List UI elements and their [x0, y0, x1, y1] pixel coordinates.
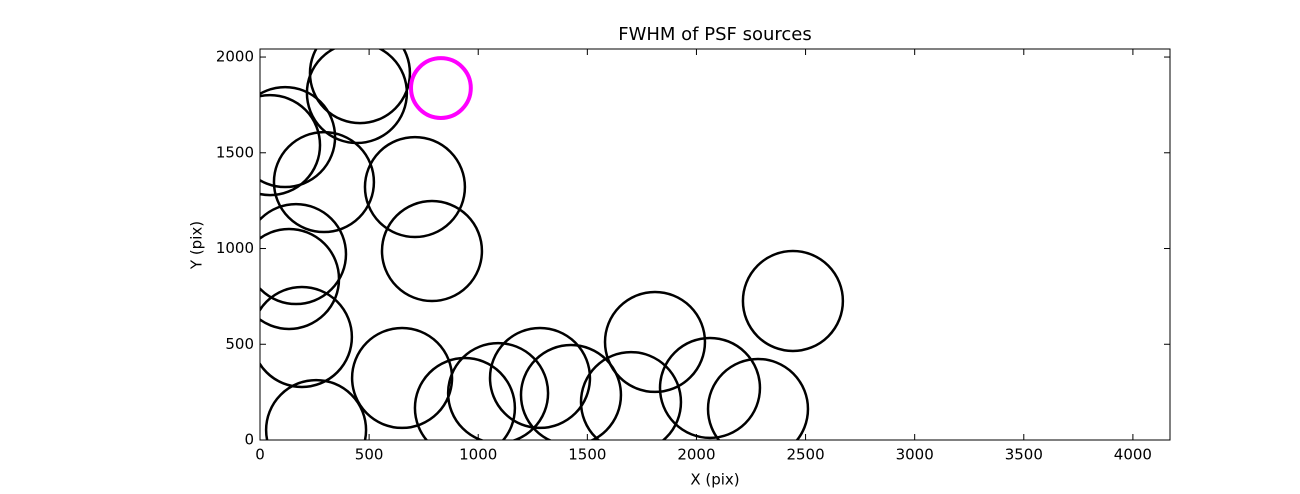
- x-axis-label: X (pix): [690, 471, 739, 489]
- source-circle: [363, 135, 467, 239]
- source-circle: [658, 336, 762, 440]
- source-circle: [741, 249, 845, 353]
- x-tick-label: 0: [255, 446, 265, 464]
- x-tick-label: 3500: [1005, 446, 1043, 464]
- source-circle: [260, 227, 341, 331]
- source-circle: [272, 130, 376, 234]
- x-tick-label: 1500: [568, 446, 606, 464]
- y-tick-label: 2000: [216, 48, 254, 66]
- plot-area: [260, 49, 845, 440]
- y-tick-label: 500: [225, 335, 254, 353]
- source-circle: [305, 49, 409, 145]
- x-tick-label: 500: [355, 446, 384, 464]
- source-circle: [260, 85, 337, 189]
- source-circle: [519, 343, 623, 440]
- x-tick-label: 3000: [896, 446, 934, 464]
- source-circle: [409, 56, 473, 120]
- source-circle: [260, 202, 348, 306]
- y-tick-label: 1500: [216, 143, 254, 161]
- x-tick-label: 1000: [459, 446, 497, 464]
- source-circle: [446, 341, 550, 440]
- source-circle: [706, 357, 810, 440]
- x-tick-label: 4000: [1114, 446, 1152, 464]
- source-circle: [413, 356, 517, 440]
- plot-frame: [259, 48, 1171, 441]
- y-axis-label: Y (pix): [188, 221, 206, 270]
- x-tick-label: 2000: [677, 446, 715, 464]
- source-circle: [488, 326, 592, 430]
- y-tick-label: 0: [244, 431, 254, 449]
- chart-title: FWHM of PSF sources: [618, 24, 812, 45]
- source-circle: [380, 199, 484, 303]
- source-circle: [264, 378, 368, 440]
- source-circle: [350, 326, 454, 430]
- source-circle: [579, 350, 683, 440]
- x-tick-label: 2500: [786, 446, 824, 464]
- source-circle: [603, 290, 707, 394]
- y-tick-label: 1000: [216, 239, 254, 257]
- source-circle: [260, 285, 354, 389]
- source-circle: [260, 93, 322, 197]
